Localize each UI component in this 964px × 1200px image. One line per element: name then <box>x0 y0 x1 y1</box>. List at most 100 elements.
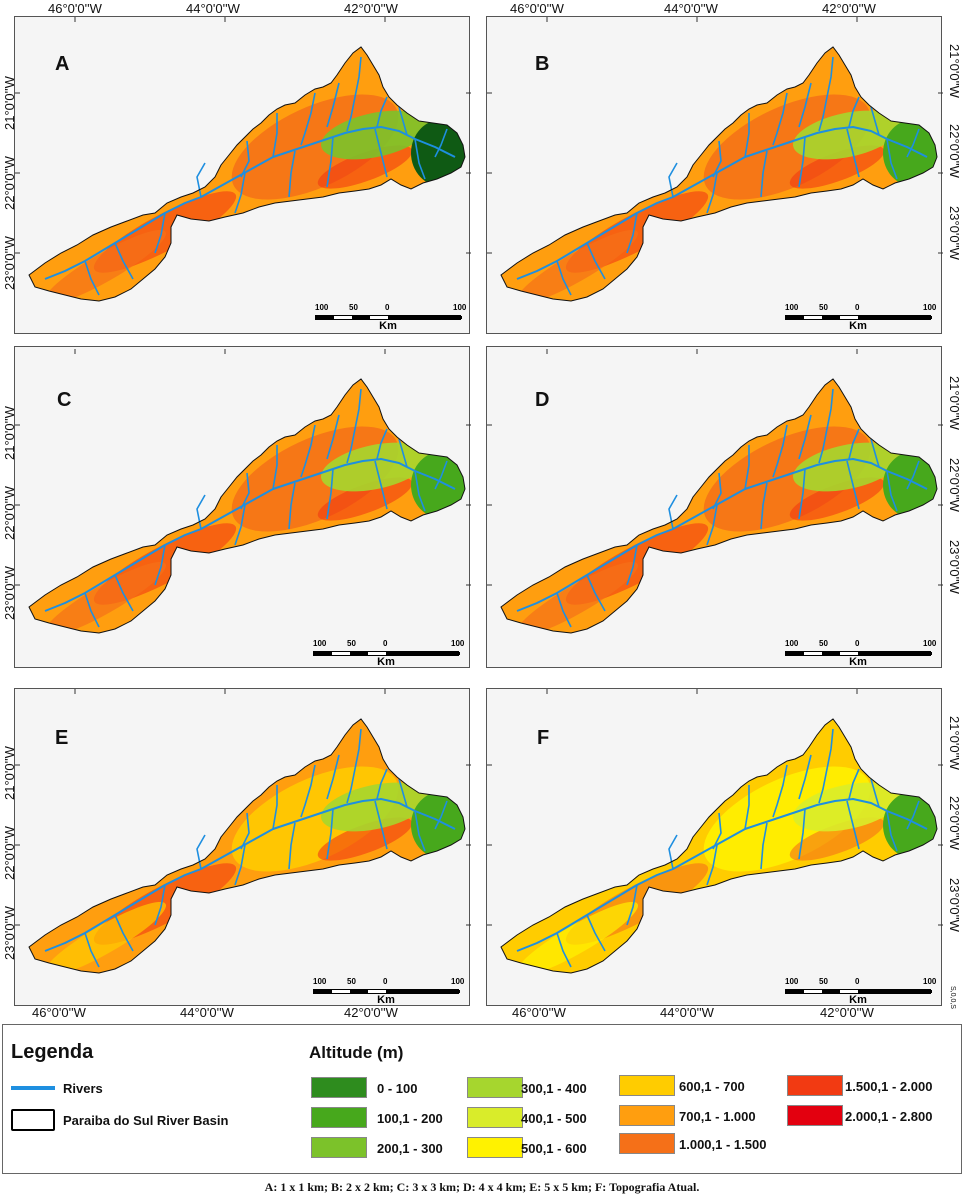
graticule-ticks <box>15 17 471 254</box>
river-line <box>906 460 920 490</box>
basin-outline-symbol <box>11 1109 55 1131</box>
upper-valley <box>515 229 639 301</box>
swatch-label-1: 100,1 - 200 <box>377 1111 443 1126</box>
river-line <box>346 388 362 464</box>
river-line <box>326 808 334 860</box>
swatch-2 <box>311 1137 367 1158</box>
valley-zone <box>793 782 901 832</box>
ridge-zone <box>789 477 885 521</box>
river-line <box>556 932 572 968</box>
scale-tick-label: 100 <box>923 977 937 986</box>
river-line <box>870 778 880 808</box>
river-line <box>300 424 316 478</box>
terrain-layer <box>501 719 937 973</box>
scale-tick-label: 0 <box>383 639 388 648</box>
scale-bar-e: 100 50 0 100 Km <box>311 977 464 1007</box>
swatch-label-10: 2.000,1 - 2.800 <box>845 1109 933 1124</box>
river-line <box>414 138 426 180</box>
river-line <box>706 504 718 546</box>
valley-zone <box>793 110 901 160</box>
river-line <box>376 428 388 460</box>
right-lat-label-23-r1: 23°0'0''W <box>947 206 962 260</box>
scale-bar-graphic <box>785 315 932 320</box>
scale-bar-b: 100 50 0 100 Km <box>783 303 936 333</box>
scale-tick-label: 100 <box>315 303 329 312</box>
river-line <box>846 460 860 510</box>
scale-ticks: 100 50 0 100 <box>311 639 465 649</box>
river-line <box>196 834 206 870</box>
scale-tick-label: 50 <box>819 639 828 648</box>
river-line <box>288 822 296 870</box>
right-lat-label-22-r2: 22°0'0''W <box>947 458 962 512</box>
swatch-label-6: 600,1 - 700 <box>679 1079 745 1094</box>
rivers-label: Rivers <box>63 1081 103 1096</box>
upper-valley <box>43 229 167 301</box>
right-lat-label-21-r2: 21°0'0''W <box>947 376 962 430</box>
river-line <box>798 82 812 128</box>
ridge-zone <box>317 145 413 189</box>
upper-valley <box>515 561 639 633</box>
swatch-4 <box>467 1107 523 1128</box>
ridge-zone <box>317 817 413 861</box>
river-line <box>414 470 426 512</box>
river-line <box>326 754 340 800</box>
river-line <box>772 764 788 818</box>
swatch-5 <box>467 1137 523 1158</box>
basin-map-f <box>487 689 943 974</box>
altitude-title: Altitude (m) <box>309 1043 404 1062</box>
scale-tick-label: 100 <box>451 639 465 648</box>
river-line <box>114 574 134 612</box>
scale-ticks: 100 50 0 100 <box>783 977 937 987</box>
terrain-layer <box>29 47 465 301</box>
terrain-layer <box>501 47 937 301</box>
scale-bar-d: 100 50 0 100 Km <box>783 639 937 669</box>
swatch-3 <box>467 1077 523 1098</box>
river-line <box>154 544 166 586</box>
river-line <box>744 113 750 158</box>
panel-label-f: F <box>537 727 550 749</box>
basin-label: Paraiba do Sul River Basin <box>63 1113 229 1128</box>
river-line <box>398 438 408 468</box>
top-lon-label-42: 42°0'0''W <box>344 1 398 16</box>
river-line <box>44 798 456 952</box>
map-panel-f: F 100 50 0 100 Km <box>486 688 943 1006</box>
rivers-line-symbol <box>11 1086 55 1090</box>
river-line <box>234 844 246 886</box>
river-line <box>434 800 448 830</box>
river-line <box>906 800 920 830</box>
river-line <box>798 468 806 520</box>
river-line <box>326 468 334 520</box>
swatch-label-8: 1.000,1 - 1.500 <box>679 1137 767 1152</box>
river-line <box>626 884 638 926</box>
right-lat-label-23-r2: 23°0'0''W <box>947 540 962 594</box>
bottom-lon-label-46: 46°0'0''W <box>32 1005 86 1020</box>
river-line <box>712 472 722 510</box>
swatch-label-7: 700,1 - 1.000 <box>679 1109 756 1124</box>
river-line <box>516 458 928 612</box>
scale-tick-label: 100 <box>313 977 327 986</box>
scale-ticks: 100 50 0 100 <box>783 639 937 649</box>
river-line <box>114 914 134 952</box>
basin-map-a <box>15 17 471 302</box>
map-panel-e: E 100 50 0 100 Km <box>14 688 471 1007</box>
river-line <box>798 136 806 188</box>
bottom-lon-label-44: 44°0'0''W <box>180 1005 234 1020</box>
scale-unit: Km <box>377 994 395 1006</box>
river-line <box>272 785 278 830</box>
river-line <box>772 92 788 146</box>
right-lat-label-22-r3: 22°0'0''W <box>947 796 962 850</box>
scale-tick-label: 100 <box>923 639 937 648</box>
swatch-label-3: 300,1 - 400 <box>521 1081 587 1096</box>
river-line <box>886 138 898 180</box>
river-line <box>798 414 812 460</box>
river-line <box>398 106 408 136</box>
basin-outline <box>28 378 466 634</box>
map-panel-d: D 100 50 0 100 Km <box>486 346 943 669</box>
upper-valley <box>515 901 639 973</box>
river-line <box>586 242 606 280</box>
swatch-7 <box>619 1105 675 1126</box>
river-line <box>798 808 806 860</box>
swatch-label-5: 500,1 - 600 <box>521 1141 587 1156</box>
river-line <box>288 150 296 198</box>
scale-tick-label: 50 <box>347 639 356 648</box>
